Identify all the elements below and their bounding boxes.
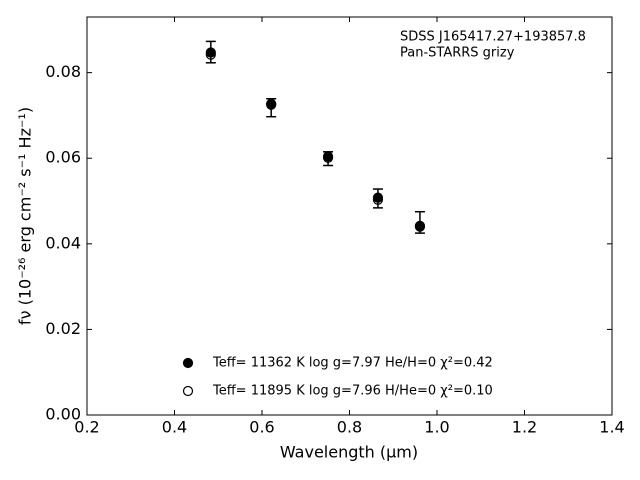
x-tick-label: 0.6 bbox=[249, 418, 274, 437]
x-tick-label: 0.4 bbox=[162, 418, 187, 437]
legend-label: Teff= 11362 K log g=7.97 He/H=0 χ²=0.42 bbox=[212, 356, 493, 371]
x-tick-label: 0.8 bbox=[337, 418, 362, 437]
point bbox=[205, 49, 216, 60]
y-axis-label: fν (10⁻²⁶ erg cm⁻² s⁻¹ Hz⁻¹) bbox=[16, 107, 35, 325]
y-tick-label: 0.06 bbox=[45, 148, 81, 167]
x-tick-label: 1.4 bbox=[599, 418, 624, 437]
point bbox=[266, 99, 277, 110]
legend-marker bbox=[182, 357, 194, 369]
point bbox=[322, 152, 334, 163]
x-tick-label: 1.0 bbox=[424, 418, 449, 437]
point bbox=[205, 47, 216, 58]
legend-label: Teff= 11895 K log g=7.96 H/He=0 χ²=0.10 bbox=[212, 384, 493, 399]
point bbox=[372, 192, 384, 203]
annotation: Pan-STARRS grizy bbox=[400, 46, 515, 61]
y-tick-label: 0.08 bbox=[45, 62, 81, 81]
x-tick-label: 0.2 bbox=[74, 418, 99, 437]
y-tick-label: 0.00 bbox=[45, 405, 81, 424]
point bbox=[372, 194, 384, 205]
point bbox=[414, 221, 426, 232]
y-tick-label: 0.02 bbox=[45, 319, 81, 338]
annotation: SDSS J165417.27+193857.8 bbox=[400, 30, 586, 45]
legend-marker bbox=[182, 385, 194, 397]
x-tick-label: 1.2 bbox=[512, 418, 537, 437]
y-tick-label: 0.04 bbox=[45, 233, 81, 252]
x-axis-label: Wavelength (μm) bbox=[280, 443, 418, 462]
